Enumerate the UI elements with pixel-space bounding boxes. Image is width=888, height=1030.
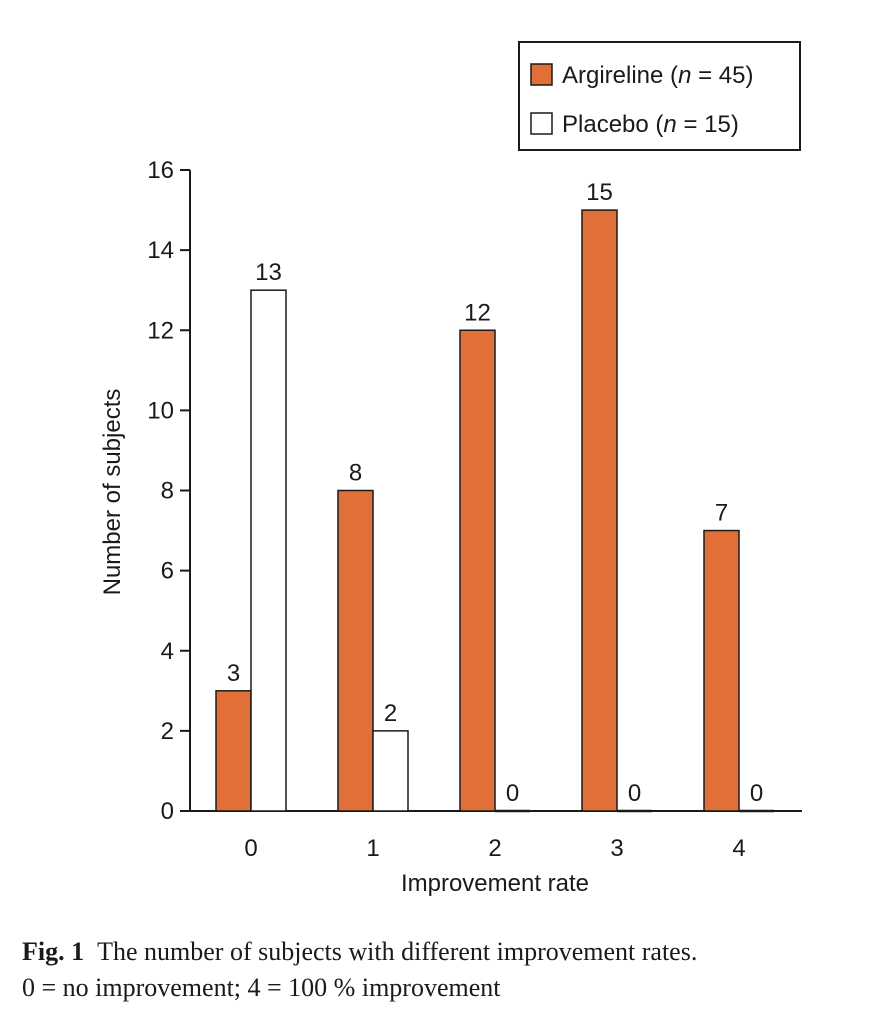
data-label-placebo-3: 0 [628, 780, 641, 807]
caption-line-1: The number of subjects with different im… [97, 937, 698, 966]
y-tick-label: 16 [147, 157, 174, 184]
bar-argireline-1 [337, 489, 374, 812]
data-label-argireline-4: 7 [715, 500, 728, 527]
bar-placebo-1 [372, 730, 409, 812]
x-tick-label: 4 [732, 835, 745, 862]
y-tick-label: 10 [147, 397, 174, 424]
legend-swatch-argireline [530, 63, 553, 86]
data-labels: 3 8 12 15 7 13 2 0 0 0 [227, 179, 763, 807]
data-label-placebo-4: 0 [750, 780, 763, 807]
caption-line-2: 0 = no improvement; 4 = 100 % improvemen… [22, 973, 501, 1002]
y-tick-label: 8 [161, 478, 174, 505]
y-tick-label: 14 [147, 237, 174, 264]
bar-argireline-4 [703, 529, 740, 812]
data-label-placebo-1: 2 [384, 700, 397, 727]
data-label-argireline-3: 15 [586, 179, 613, 206]
y-tick-label: 12 [147, 317, 174, 344]
caption-label: Fig. 1 [22, 937, 85, 966]
data-label-argireline-0: 3 [227, 660, 240, 687]
bar-argireline-3 [581, 209, 618, 812]
y-tick-label: 2 [161, 718, 174, 745]
data-label-placebo-0: 13 [255, 259, 282, 286]
figure-caption: Fig. 1 The number of subjects with diffe… [22, 934, 872, 1006]
y-tick-label: 0 [161, 798, 174, 825]
legend-swatch-placebo [530, 112, 553, 135]
bar-argireline-2 [459, 329, 496, 812]
bars [215, 209, 774, 813]
legend-box [518, 41, 801, 151]
x-tick-label: 0 [244, 835, 257, 862]
y-axis-label: Number of subjects [99, 389, 126, 596]
data-label-placebo-2: 0 [506, 780, 519, 807]
data-label-argireline-2: 12 [464, 299, 491, 326]
x-axis-label: Improvement rate [401, 870, 589, 897]
y-tick-label: 4 [161, 638, 174, 665]
x-tick-label: 3 [610, 835, 623, 862]
legend-entry-argireline: Argireline (n = 45) [562, 62, 753, 89]
data-label-argireline-1: 8 [349, 460, 362, 487]
x-tick-label: 2 [488, 835, 501, 862]
legend: Argireline (n = 45) Placebo (n = 15) [518, 41, 801, 151]
x-tick-label: 1 [366, 835, 379, 862]
y-tick-label: 6 [161, 558, 174, 585]
bar-placebo-0 [250, 289, 287, 812]
legend-entry-placebo: Placebo (n = 15) [562, 111, 739, 138]
bar-argireline-0 [215, 690, 252, 812]
